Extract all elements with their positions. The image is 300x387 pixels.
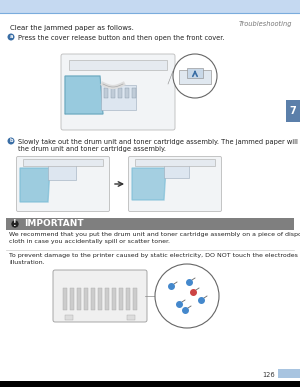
Circle shape (8, 34, 14, 41)
Bar (118, 88, 122, 98)
Bar (187, 68, 203, 78)
Bar (112, 288, 116, 310)
Bar (179, 70, 211, 84)
Bar (69, 60, 167, 70)
Polygon shape (65, 76, 103, 114)
Bar (70, 288, 74, 310)
Bar (164, 162, 189, 178)
Bar (132, 88, 136, 98)
FancyBboxPatch shape (61, 54, 175, 130)
Bar (119, 288, 123, 310)
Text: Press the cover release button and then open the front cover.: Press the cover release button and then … (18, 35, 224, 41)
Polygon shape (20, 168, 50, 202)
Bar (127, 315, 135, 320)
Text: b: b (9, 139, 13, 144)
Text: a: a (9, 34, 13, 39)
Bar (6, 218, 294, 230)
Circle shape (11, 220, 19, 228)
Text: 7: 7 (290, 106, 296, 116)
Text: Clear the jammed paper as follows.: Clear the jammed paper as follows. (10, 25, 134, 31)
Circle shape (8, 137, 14, 144)
Bar (98, 288, 102, 310)
Bar (23, 159, 103, 166)
Text: Troubleshooting: Troubleshooting (238, 21, 292, 27)
Bar (91, 288, 95, 310)
Bar (286, 100, 300, 122)
FancyBboxPatch shape (128, 156, 221, 212)
Circle shape (173, 54, 217, 98)
Text: 126: 126 (262, 372, 274, 378)
Bar (0, 381, 300, 387)
Bar (77, 288, 81, 310)
Bar (105, 288, 109, 310)
Bar (133, 288, 137, 310)
Bar (125, 88, 129, 98)
Circle shape (155, 264, 219, 328)
Bar (135, 159, 215, 166)
Bar (126, 288, 130, 310)
Bar (65, 315, 73, 320)
Bar (104, 88, 108, 98)
Bar (101, 85, 136, 110)
Text: !: ! (13, 219, 17, 228)
Text: Slowly take out the drum unit and toner cartridge assembly. The jammed paper wil: Slowly take out the drum unit and toner … (18, 139, 300, 152)
Bar (63, 288, 67, 310)
Bar (48, 162, 76, 180)
FancyBboxPatch shape (16, 156, 110, 212)
Text: We recommend that you put the drum unit and toner cartridge assembly on a piece : We recommend that you put the drum unit … (9, 232, 300, 243)
Bar (111, 88, 115, 98)
Polygon shape (132, 168, 166, 200)
Bar (0, 0, 300, 13)
FancyBboxPatch shape (53, 270, 147, 322)
Bar (84, 288, 88, 310)
Text: IMPORTANT: IMPORTANT (24, 219, 84, 228)
Bar (278, 369, 300, 378)
Text: To prevent damage to the printer caused by static electricity, DO NOT touch the : To prevent damage to the printer caused … (9, 253, 300, 265)
